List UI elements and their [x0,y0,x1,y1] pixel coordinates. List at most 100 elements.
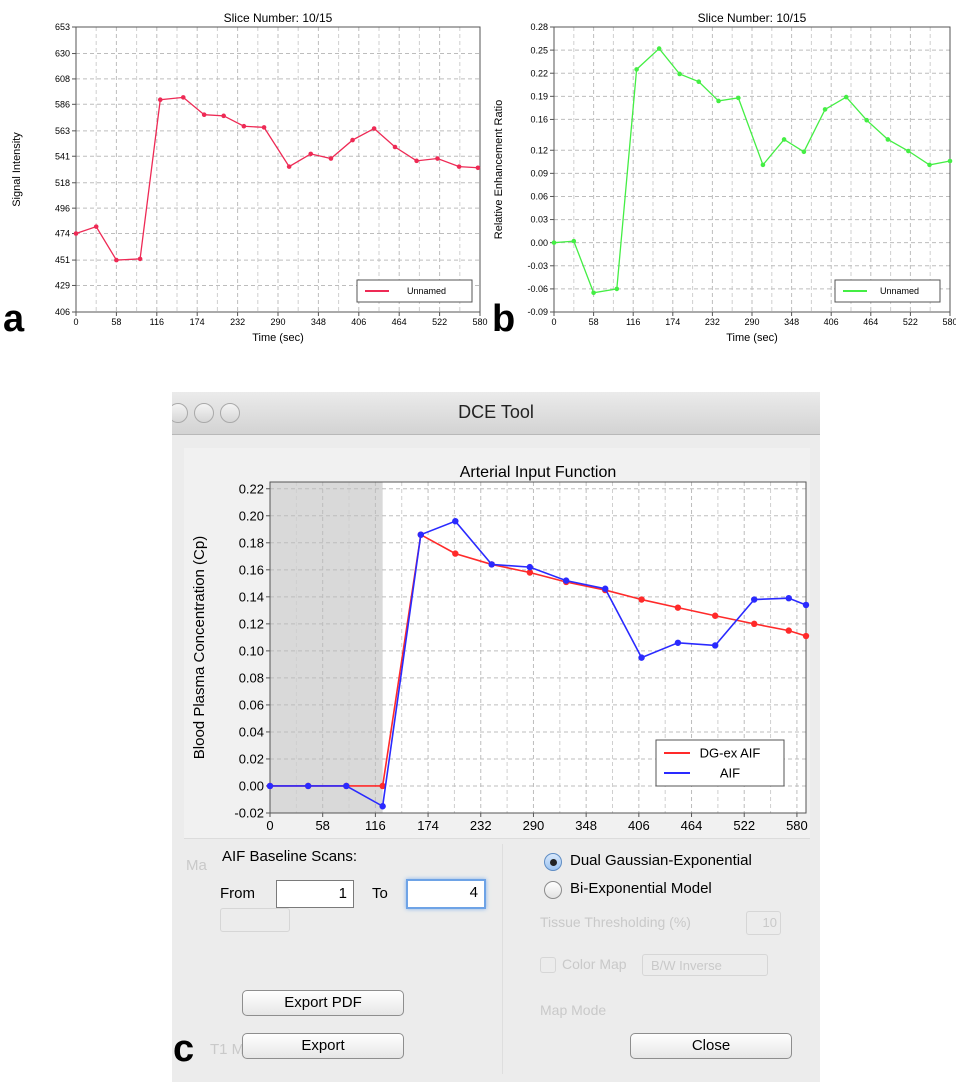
data-point [526,569,534,576]
y-tick-label: 0.22 [530,68,548,78]
ghost-tissue-thresholding: Tissue Thresholding (%) [540,914,691,930]
series-line [553,47,951,294]
from-label: From [220,885,255,902]
y-tick-label: 0.16 [530,115,548,125]
panel-a-chart: 0 58 116 174 232 290 348 406 464 522 580 406 429 451 4… [0,0,501,360]
x-tick-label: 348 [784,317,799,327]
y-tick-label: 0.04 [239,724,264,739]
x-tick-label: 116 [365,818,386,833]
data-point [802,601,810,609]
ghost-map-mode: Map Mode [540,1002,607,1018]
y-tick-label: 474 [55,229,70,239]
data-point [781,137,787,142]
data-point [736,95,741,101]
export-button[interactable]: Export [242,1033,404,1059]
data-point [638,654,645,661]
y-tick-label: 0.28 [530,22,548,32]
y-tick-label: 0.12 [239,616,264,631]
y-tick-label: 0.08 [239,670,264,685]
x-tick-label: 290 [523,818,545,833]
legend-label: Unnamed [880,286,919,296]
data-point [696,79,702,84]
data-point [864,117,870,123]
y-tick-label: 406 [55,307,70,317]
data-point [137,256,143,262]
y-tick-label: 518 [55,178,70,188]
y-tick-label: 0.00 [239,779,264,794]
y-tick-label: -0.02 [234,806,264,821]
data-point [785,627,792,634]
data-point [350,137,355,143]
y-tick-label: 0.20 [239,508,264,523]
ghost-divider [502,844,503,1074]
x-tick-label: 580 [942,317,956,327]
x-tick-label: 348 [575,818,597,833]
y-tick-label: 630 [55,49,70,59]
y-tick-label: 429 [55,281,70,291]
y-tick-label: 586 [55,99,70,109]
x-tick-label: 464 [863,317,878,327]
radio-bi-exponential-label[interactable]: Bi-Exponential Model [570,880,712,897]
data-point [591,290,596,296]
legend-box [655,739,785,787]
x-tick-label: 174 [190,317,205,327]
data-point [308,151,314,157]
series-line [270,533,807,787]
close-window-icon[interactable] [172,403,188,423]
y-tick-label: 0.09 [530,169,548,179]
x-tick-label: 174 [417,818,439,833]
data-point [414,158,419,164]
data-point [261,125,267,130]
x-tick-label: 290 [270,317,285,327]
radio-dual-gaussian[interactable] [544,853,562,871]
y-tick-label: 451 [55,255,70,265]
x-tick-label: 58 [111,317,121,327]
y-tick-label: -0.06 [527,284,548,294]
data-point [801,149,807,155]
x-tick-label: 580 [786,818,808,833]
x-axis-label: Time (sec) [726,332,778,344]
aif-baseline-label: AIF Baseline Scans: [222,848,358,865]
aif-chart: 0 58 116 174 232 290 348 406 464 522 580 -0.02 0.00 0… [191,464,810,854]
close-button[interactable]: Close [630,1033,792,1059]
y-tick-label: 608 [55,74,70,84]
radio-bi-exponential[interactable] [544,881,562,899]
x-tick-label: 0 [551,317,556,327]
ghost-tissue-value: 10 [746,911,781,935]
x-tick-label: 580 [472,317,487,327]
data-point [927,162,932,168]
window-titlebar[interactable]: DCE Tool [172,392,820,435]
y-tick-label: 653 [55,22,70,32]
zoom-window-icon[interactable] [220,403,240,423]
radio-dual-gaussian-label[interactable]: Dual Gaussian-Exponential [570,852,752,869]
data-point [379,803,386,810]
y-tick-label: 563 [55,126,70,136]
y-tick-label: 0.18 [239,535,264,550]
data-point [906,148,911,154]
y-tick-label: 541 [55,151,70,161]
plot-frame [269,481,807,814]
to-field[interactable]: 4 [406,879,486,909]
x-tick-label: 290 [744,317,759,327]
data-point [379,782,386,790]
panel-letter-a: a [3,298,25,340]
x-tick-label: 522 [432,317,447,327]
data-point [711,612,719,619]
data-point [417,531,425,538]
chart-bottom-divider [184,838,810,839]
data-point [843,94,849,100]
from-field[interactable]: 1 [276,880,354,908]
data-point [571,238,577,244]
minimize-window-icon[interactable] [194,403,214,423]
x-tick-label: 58 [589,317,599,327]
data-point [488,561,495,568]
aif-chart-container: 0 58 116 174 232 290 348 406 464 522 580 -0.02 0.00 0… [184,448,810,854]
y-tick-label: 496 [55,203,70,213]
y-tick-label: -0.09 [527,307,548,317]
y-tick-label: 0.02 [239,752,264,767]
chart-title: Arterial Input Function [460,464,617,481]
export-pdf-button[interactable]: Export PDF [242,990,404,1016]
data-point [201,112,207,117]
x-tick-label: 58 [315,818,329,833]
data-point [286,164,292,169]
